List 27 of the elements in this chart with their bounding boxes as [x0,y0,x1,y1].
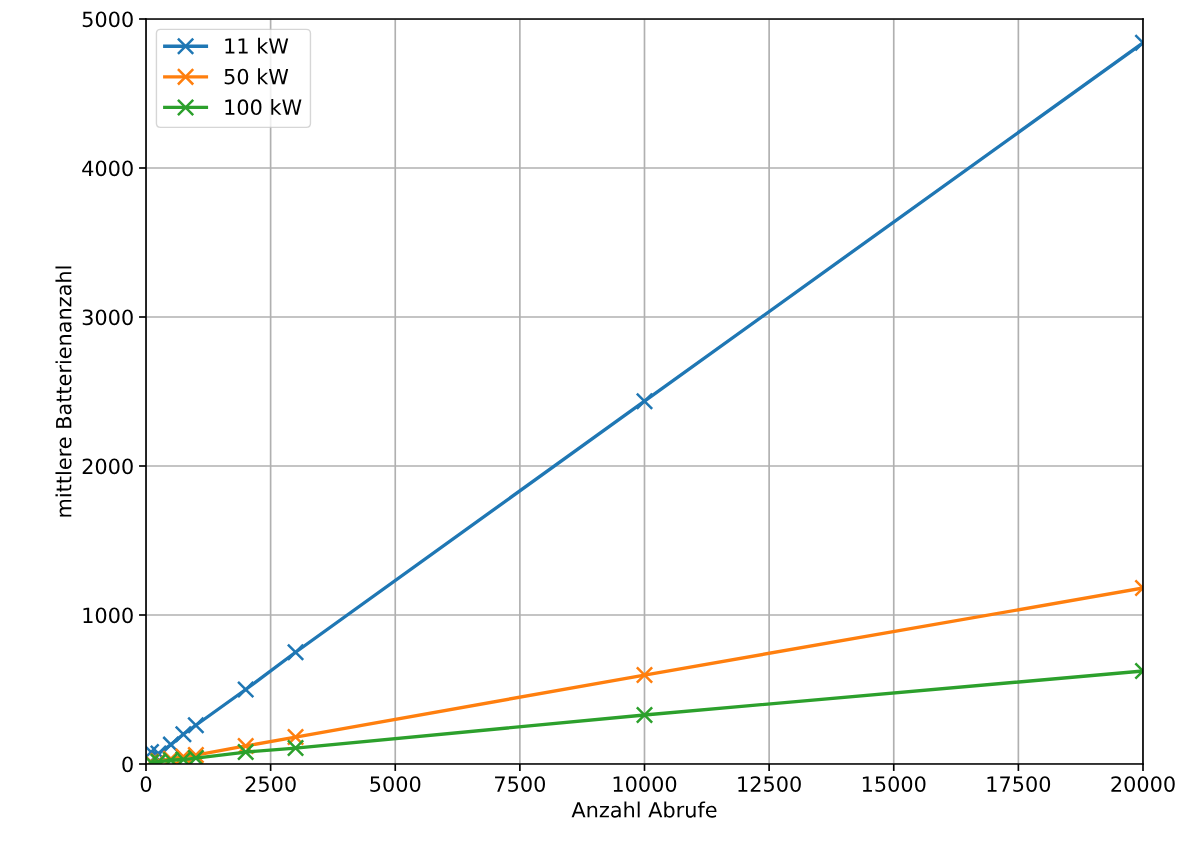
point [236,743,255,761]
x-tick-label: 5000 [370,776,421,792]
y-tick-label: 2000 [82,458,133,475]
point [186,716,205,735]
x-tick-label: 10000 [613,776,677,792]
x-tick-label: 12500 [738,776,801,792]
x-tick-label: 17500 [987,776,1051,792]
x-tick-label: 2500 [245,776,296,792]
x-tick-label: 20000 [1111,776,1175,792]
point [286,643,305,662]
point [286,728,305,746]
point [236,680,255,699]
x-tick-label: 15000 [862,776,926,792]
point [286,739,305,757]
y-tick-label: 0 [122,756,133,773]
y-tick-label: 3000 [82,309,133,326]
y-axis-title: mittlere Batterienanzahl [55,266,72,517]
y-tick-label: 4000 [82,160,133,177]
legend-label: 50 kW [224,68,289,85]
legend-label: 11 kW [225,37,289,54]
x-axis-title: Anzahl Abrufe [571,801,717,818]
x-tick-label: 7500 [495,776,545,792]
y-tick-label: 1000 [83,607,133,624]
legend-label: 100 kW [225,98,302,116]
point [174,725,193,744]
x-tick-label: 0 [140,776,152,792]
y-tick-label: 5000 [82,11,133,28]
